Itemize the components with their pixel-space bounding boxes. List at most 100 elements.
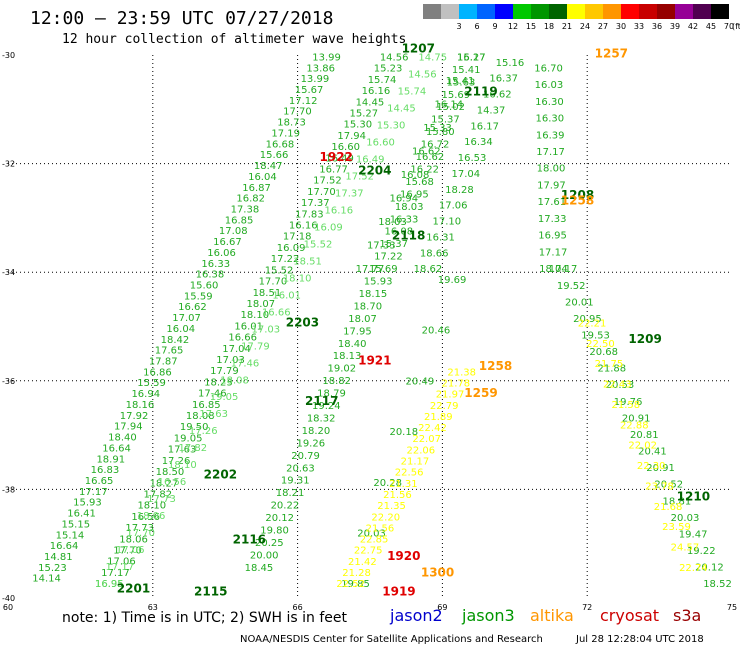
color-scale-swatch [603,4,621,19]
wave-height-value: 17.70 [113,546,142,557]
color-scale-swatch [441,4,459,19]
wave-height-value: 18.03 [395,202,424,213]
wave-height-value: 16.08 [385,227,414,238]
color-scale-swatch [585,4,603,19]
wave-height-value: 15.41 [446,76,475,87]
wave-height-value: 18.50 [156,467,185,478]
wave-height-value: 16.72 [421,140,450,151]
wave-height-value: 16.37 [489,74,518,85]
wave-height-value: 16.30 [535,114,564,125]
color-scale-swatch [531,4,549,19]
pass-time-label: 2203 [286,316,319,330]
wave-height-value: 17.52 [345,171,374,182]
wave-height-value: 14.45 [387,103,416,114]
wave-height-value: 16.56 [158,477,187,488]
wave-height-value: 17.37 [335,188,364,199]
wave-height-value: 15.59 [137,378,166,389]
wave-height-value: 22.21 [578,319,607,330]
wave-height-value: 19.76 [614,397,643,408]
wave-height-value: 18.66 [420,248,449,259]
wave-height-value: 15.69 [442,90,471,101]
wave-height-value: 22.85 [360,535,389,546]
wave-height-value: 20.68 [589,347,618,358]
wave-height-value: 19.22 [687,546,716,557]
wave-height-value: 15.02 [436,102,465,113]
wave-height-value: 16.09 [277,243,306,254]
wave-height-value: 18.42 [161,335,190,346]
wave-height-value: 16.66 [262,307,291,318]
pass-time-label: 1207 [402,41,435,55]
wave-height-value: 20.63 [286,463,315,474]
color-scale-swatch [423,4,441,19]
wave-height-value: 16.17 [457,52,486,63]
color-scale-swatch [639,4,657,19]
wave-height-value: 17.12 [289,96,318,107]
pass-time-label: 2117 [305,394,338,408]
wave-height-value: 20.25 [255,538,284,549]
color-scale-swatch [675,4,693,19]
lon-tick-label: 72 [582,603,592,612]
wave-height-value: 19.85 [341,579,370,590]
pass-time-label: 1208 [561,188,594,202]
wave-height-value: 17.03 [252,324,281,335]
wave-height-value: 16.62 [178,302,207,313]
wave-height-value: 19.24 [312,401,341,412]
wave-height-value: 15.16 [496,58,525,69]
pass-time-label: 2115 [194,584,227,598]
wave-height-value: 18.32 [307,413,336,424]
wave-height-value: 15.52 [304,239,333,250]
wave-height-value: 16.95 [95,579,124,590]
wave-height-value: 17.17 [539,247,568,258]
wave-height-value: 18.79 [317,389,346,400]
wave-height-value: 20.12 [695,563,724,574]
wave-height-value: 15.30 [343,120,372,131]
wave-height-value: 16.16 [289,221,318,232]
wave-height-value: 14.56 [380,52,409,63]
wave-height-value: 18.00 [537,164,566,175]
wave-height-value: 21.56 [383,490,412,501]
color-scale-label: 27 [597,22,609,31]
wave-height-value: 20.22 [271,501,300,512]
wave-height-value: 16.95 [538,231,567,242]
wave-height-value: 16.83 [91,465,120,476]
wave-height-value: 17.04 [222,344,251,355]
wave-height-value: 19.02 [328,364,357,375]
pass-time-label: 1259 [464,386,497,400]
wave-height-value: 15.23 [374,64,403,75]
wave-height-value: 15.68 [405,177,434,188]
pass-time-label: 2204 [358,163,391,177]
color-scale-label: 42 [687,22,699,31]
wave-height-value: 19.31 [281,476,310,487]
map-title: 12:00 – 23:59 UTC 07/27/2018 [30,8,334,29]
wave-height-value: 21.88 [598,364,627,375]
wave-height-value: 17.92 [120,411,149,422]
color-scale-label: 39 [669,22,681,31]
wave-height-value: 18.10 [283,273,312,284]
wave-height-value: 18.16 [126,400,155,411]
wave-height-value: 22.79 [430,401,459,412]
wave-height-value: 16.62 [416,152,445,163]
wave-height-value: 17.94 [114,422,143,433]
wave-height-value: 19.53 [581,331,610,342]
color-scale-swatch [513,4,531,19]
wave-height-value: 15.93 [364,277,393,288]
legend-jason2: jason2 [390,606,443,625]
pass-time-label: 1921 [358,354,391,368]
pass-time-label: 2118 [392,229,425,243]
wave-height-value: 16.16 [362,86,391,97]
wave-height-value: 17.82 [178,443,207,454]
wave-height-value: 18.07 [348,314,377,325]
wave-height-value: 17.06 [107,557,136,568]
wave-height-value: 16.49 [356,154,385,165]
wave-height-value: 18.40 [108,433,137,444]
wave-height-value: 16.06 [207,248,236,259]
wave-height-value: 15.27 [457,52,486,63]
wave-height-value: 18.62 [414,264,443,275]
wave-height-value: 18.06 [137,511,166,522]
wave-height-value: 16.60 [331,142,360,153]
wave-height-value: 22.20 [371,512,400,523]
wave-height-value: 17.10 [433,217,462,228]
wave-height-value: 15.66 [260,150,289,161]
wave-height-value: 16.03 [535,80,564,91]
wave-height-value: 20.00 [250,550,279,561]
